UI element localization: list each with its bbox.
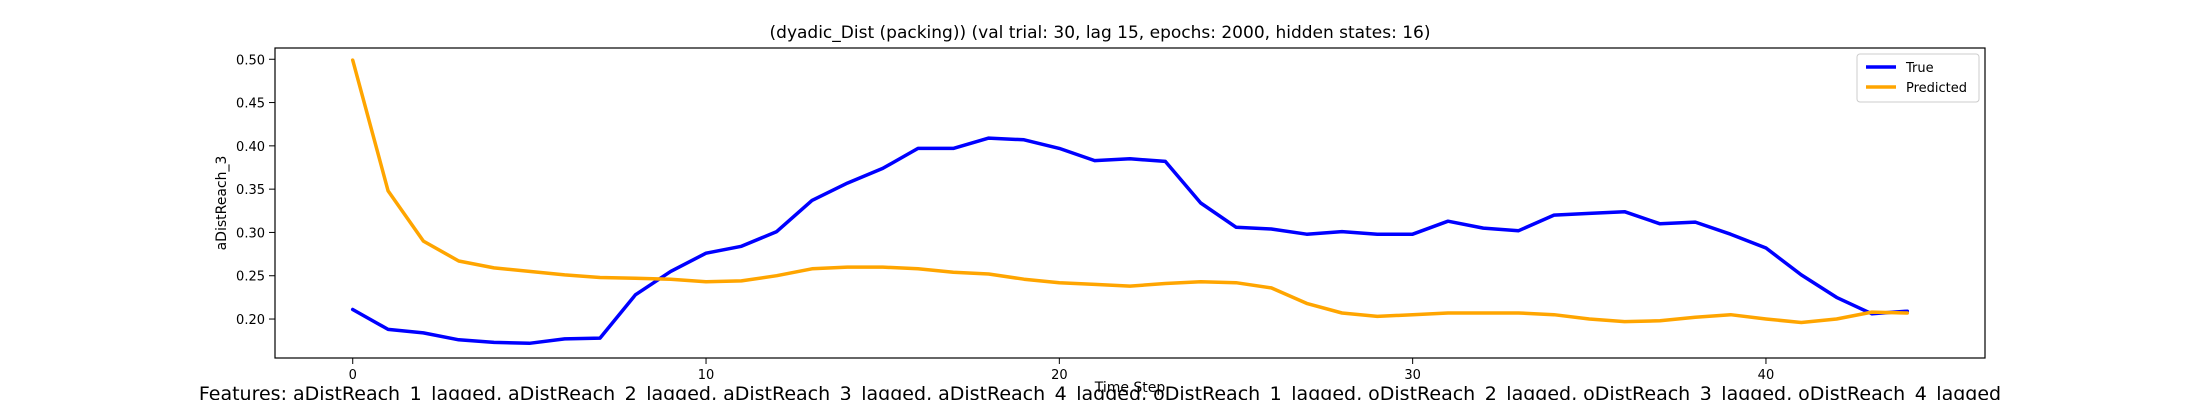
x-tick-label: 40 — [1758, 368, 1775, 383]
y-tick-label: 0.30 — [236, 226, 265, 241]
series-line-predicted — [350, 58, 1910, 325]
x-tick-label: 30 — [1404, 368, 1421, 383]
x-tick-label: 20 — [1051, 368, 1068, 383]
legend-label-predicted: Predicted — [1906, 81, 1967, 96]
legend: True Predicted — [1856, 53, 1980, 103]
plot-frame — [274, 47, 1986, 359]
y-tick-label: 0.35 — [236, 183, 265, 198]
x-axis-ticks: 0 10 20 30 40 — [349, 358, 1775, 383]
features-caption: Features: aDistReach_1_lagged, aDistReac… — [199, 383, 2001, 400]
y-tick-label: 0.40 — [236, 140, 265, 155]
y-tick-label: 0.45 — [236, 97, 265, 112]
series-line-true — [350, 136, 1910, 346]
x-tick-label: 0 — [349, 368, 357, 383]
x-tick-label: 10 — [698, 368, 715, 383]
y-axis-ticks: 0.20 0.25 0.30 0.35 0.40 0.45 0.50 — [236, 53, 275, 328]
y-tick-label: 0.20 — [236, 313, 265, 328]
y-tick-label: 0.25 — [236, 270, 265, 285]
y-tick-label: 0.50 — [236, 53, 265, 68]
plot-area — [275, 48, 1985, 358]
legend-label-true: True — [1905, 61, 1934, 76]
y-axis-label: aDistReach_3 — [214, 156, 230, 251]
series-lines — [350, 58, 1910, 346]
x-axis-label: Time Step — [1094, 380, 1166, 396]
chart-title: (dyadic_Dist (packing)) (val trial: 30, … — [770, 23, 1431, 43]
